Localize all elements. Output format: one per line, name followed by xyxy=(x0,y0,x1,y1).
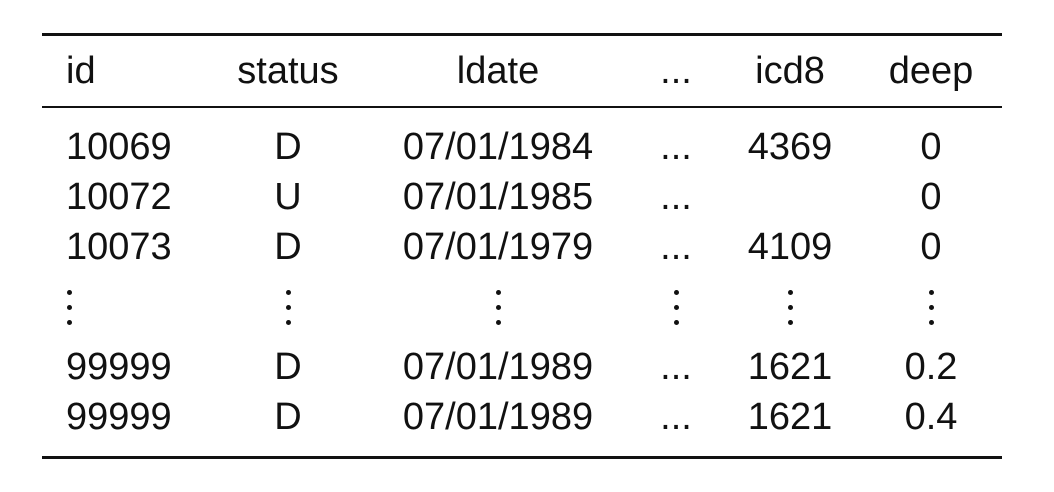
cell-status: U xyxy=(274,176,302,218)
cell-ellipsis: ... xyxy=(660,396,692,438)
table-row: 10069 D 07/01/1984 ... 4369 0 xyxy=(42,107,1002,172)
vertical-ellipsis-icon xyxy=(212,272,364,342)
column-header-status: status xyxy=(237,50,339,92)
vertical-ellipsis-icon xyxy=(42,272,212,342)
column-header-id: id xyxy=(66,50,96,92)
cell-deep: 0.4 xyxy=(904,396,958,438)
table-row: 99999 D 07/01/1989 ... 1621 0.2 xyxy=(42,342,1002,392)
cell-ellipsis: ... xyxy=(660,346,692,388)
column-header-ellipsis: ... xyxy=(660,50,692,92)
cell-id: 10069 xyxy=(66,126,172,168)
table-row: 99999 D 07/01/1989 ... 1621 0.4 xyxy=(42,392,1002,458)
cell-icd8: 1621 xyxy=(747,346,833,388)
vertical-ellipsis-row xyxy=(42,272,1002,342)
cell-ellipsis: ... xyxy=(660,226,692,268)
data-table: id status ldate ... icd8 deep 10069 D 07… xyxy=(42,33,1002,459)
column-header-deep: deep xyxy=(888,50,974,92)
header-row: id status ldate ... icd8 deep xyxy=(42,34,1002,107)
column-header-icd8: icd8 xyxy=(755,50,825,92)
cell-ldate: 07/01/1984 xyxy=(402,126,594,168)
cell-icd8: 4109 xyxy=(747,226,833,268)
cell-status: D xyxy=(274,346,302,388)
cell-icd8: 1621 xyxy=(747,396,833,438)
cell-status: D xyxy=(274,126,302,168)
cell-icd8 xyxy=(720,172,860,222)
cell-ldate: 07/01/1989 xyxy=(402,396,594,438)
cell-id: 99999 xyxy=(66,396,172,438)
table-row: 10073 D 07/01/1979 ... 4109 0 xyxy=(42,222,1002,272)
cell-ellipsis: ... xyxy=(660,176,692,218)
cell-icd8: 4369 xyxy=(747,126,833,168)
vertical-ellipsis-icon xyxy=(364,272,632,342)
cell-status: D xyxy=(274,396,302,438)
cell-ellipsis: ... xyxy=(660,126,692,168)
cell-id: 10072 xyxy=(66,176,172,218)
cell-deep: 0 xyxy=(920,176,942,218)
cell-id: 99999 xyxy=(66,346,172,388)
cell-id: 10073 xyxy=(66,226,172,268)
cell-deep: 0 xyxy=(920,226,942,268)
vertical-ellipsis-icon xyxy=(860,272,1002,342)
cell-ldate: 07/01/1979 xyxy=(402,226,594,268)
data-table-container: id status ldate ... icd8 deep 10069 D 07… xyxy=(42,33,1002,459)
vertical-ellipsis-icon xyxy=(720,272,860,342)
table-row: 10072 U 07/01/1985 ... 0 xyxy=(42,172,1002,222)
vertical-ellipsis-icon xyxy=(632,272,720,342)
cell-ldate: 07/01/1989 xyxy=(402,346,594,388)
cell-deep: 0.2 xyxy=(904,346,958,388)
cell-deep: 0 xyxy=(920,126,942,168)
column-header-ldate: ldate xyxy=(456,50,540,92)
cell-status: D xyxy=(274,226,302,268)
cell-ldate: 07/01/1985 xyxy=(402,176,594,218)
